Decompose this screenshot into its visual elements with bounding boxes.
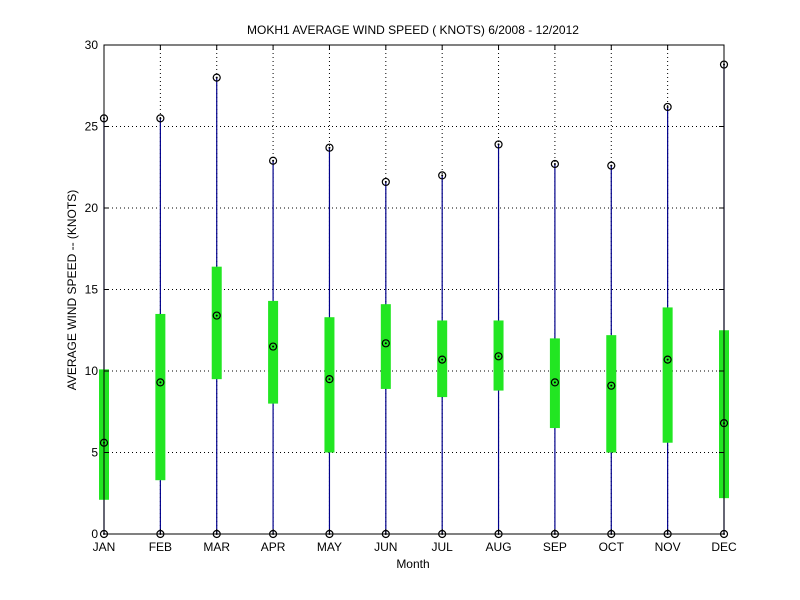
- median-marker-dot: [553, 381, 556, 384]
- x-tick-label: NOV: [655, 540, 681, 554]
- max-marker: [156, 114, 165, 123]
- box-apr: [268, 300, 279, 404]
- median-marker-dot: [610, 384, 613, 387]
- y-tick-label: 10: [85, 364, 99, 378]
- max-marker: [381, 177, 390, 187]
- box-feb: [155, 313, 166, 481]
- box-may: [324, 317, 335, 453]
- max-marker-dot: [384, 180, 387, 183]
- box-nov: [662, 307, 673, 443]
- box-mar: [211, 266, 222, 380]
- median-marker-dot: [666, 358, 669, 361]
- median-marker-dot: [441, 358, 444, 361]
- x-tick-label: JUL: [432, 540, 454, 554]
- median-marker-dot: [159, 381, 162, 384]
- max-marker: [494, 140, 503, 149]
- max-marker-dot: [666, 105, 669, 108]
- max-marker-dot: [553, 162, 556, 165]
- max-marker: [325, 143, 334, 152]
- max-marker: [212, 73, 221, 82]
- max-marker: [268, 156, 278, 165]
- x-axis: JAN FEB MAR APR MAY JUN JUL AUG SEP OCT NOV DEC: [93, 45, 737, 554]
- median-marker: [663, 355, 672, 364]
- x-tick-label: DEC: [711, 540, 737, 554]
- x-tick-label: MAR: [203, 540, 230, 554]
- max-marker: [663, 102, 672, 112]
- median-marker: [212, 311, 221, 320]
- max-marker: [607, 161, 616, 170]
- median-marker: [550, 378, 560, 387]
- max-marker: [550, 159, 560, 169]
- max-marker-dot: [497, 143, 500, 146]
- chart-title: MOKH1 AVERAGE WIND SPEED ( KNOTS) 6/2008…: [247, 23, 579, 37]
- y-tick-label: 25: [85, 120, 99, 134]
- max-marker-dot: [272, 159, 275, 162]
- y-axis: 0 5 10 15 20 25 30: [85, 38, 724, 541]
- median-marker-dot: [497, 355, 500, 358]
- x-tick-label: JUN: [374, 540, 397, 554]
- median-marker-dot: [328, 378, 331, 381]
- x-axis-label: Month: [396, 557, 429, 571]
- x-tick-label: APR: [261, 540, 286, 554]
- median-marker-dot: [384, 342, 387, 345]
- y-axis-label: AVERAGE WIND SPEED -- (KNOTS): [65, 190, 79, 390]
- max-marker-dot: [441, 174, 444, 177]
- x-tick-label: MAY: [317, 540, 342, 554]
- median-marker-dot: [272, 345, 275, 348]
- y-tick-label: 5: [91, 446, 98, 460]
- median-marker: [438, 355, 447, 364]
- box-oct: [606, 335, 617, 453]
- x-tick-label: JAN: [93, 540, 116, 554]
- plot-area: [99, 60, 729, 539]
- x-tick-label: SEP: [543, 540, 567, 554]
- grid: [104, 45, 724, 534]
- median-marker: [156, 378, 165, 387]
- median-marker: [325, 375, 334, 384]
- y-tick-label: 30: [85, 38, 99, 52]
- x-tick-label: OCT: [599, 540, 625, 554]
- max-marker-dot: [159, 117, 162, 120]
- median-marker: [268, 342, 278, 351]
- max-marker-dot: [328, 146, 331, 149]
- x-tick-label: FEB: [149, 540, 172, 554]
- y-tick-label: 20: [85, 201, 99, 215]
- y-tick-label: 0: [91, 527, 98, 541]
- median-marker-dot: [215, 314, 218, 317]
- median-marker: [607, 381, 616, 390]
- y-tick-label: 15: [85, 283, 99, 297]
- max-marker-dot: [215, 76, 218, 79]
- median-marker: [494, 352, 503, 361]
- x-tick-label: AUG: [486, 540, 512, 554]
- median-marker: [381, 339, 390, 348]
- max-marker: [438, 171, 447, 180]
- max-marker-dot: [610, 164, 613, 167]
